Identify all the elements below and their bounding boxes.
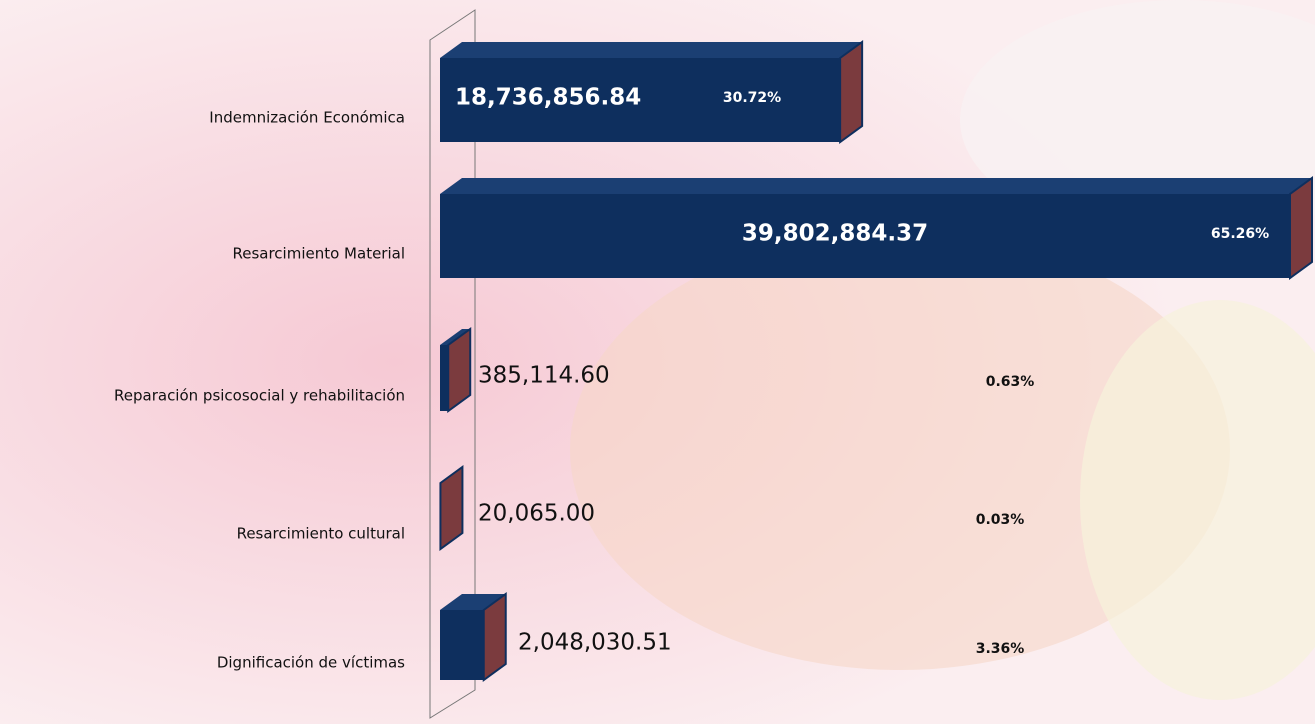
bar-side (482, 592, 507, 682)
bar (440, 610, 484, 680)
category-label: Resarcimiento cultural (237, 525, 405, 543)
percentage-label: 3.36% (976, 641, 1025, 657)
bar (440, 58, 841, 142)
bar-side (839, 40, 864, 144)
value-label: 18,736,856.84 (455, 85, 641, 111)
bar-top (440, 42, 863, 58)
percentage-label: 65.26% (1211, 226, 1269, 242)
percentage-label: 0.63% (986, 374, 1035, 390)
value-label: 39,802,884.37 (742, 221, 928, 247)
background-blob (570, 230, 1230, 670)
value-label: 20,065.00 (478, 501, 595, 527)
axis-plane (429, 9, 476, 719)
percentage-label: 0.03% (976, 512, 1025, 528)
percentage-label: 30.72% (723, 90, 781, 106)
category-label: Dignificación de víctimas (217, 654, 405, 672)
category-label: Resarcimiento Material (232, 245, 405, 263)
background-blob (1080, 300, 1315, 700)
bar-top (440, 178, 1312, 194)
bar-top (440, 329, 471, 345)
bar (440, 345, 449, 411)
value-label: 2,048,030.51 (518, 630, 672, 656)
category-label: Indemnización Económica (209, 109, 405, 127)
bar-top (440, 594, 506, 610)
bar (440, 483, 441, 549)
bar (440, 194, 1290, 278)
value-label: 385,114.60 (478, 363, 610, 389)
bar-side (1289, 176, 1313, 280)
category-label: Reparación psicosocial y rehabilitación (114, 387, 405, 405)
